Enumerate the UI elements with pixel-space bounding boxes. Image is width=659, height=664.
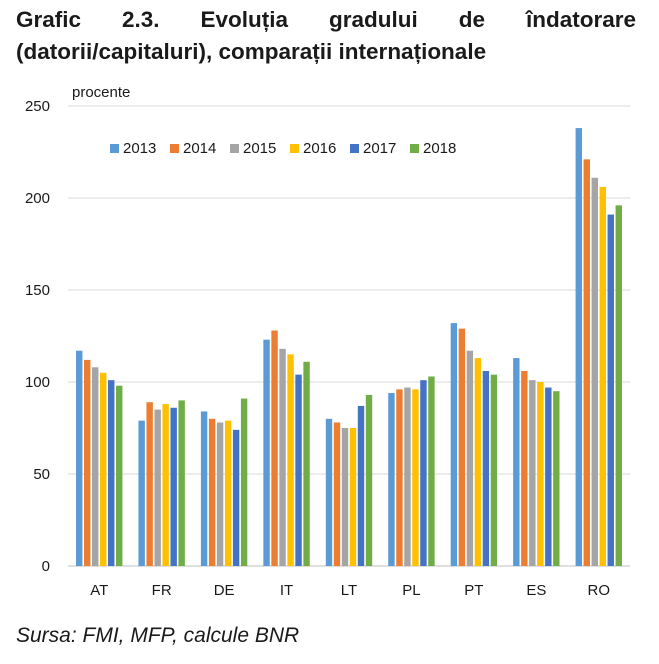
legend-label: 2015 <box>243 140 276 157</box>
chart-title: Grafic 2.3. Evoluția gradului de îndator… <box>16 7 636 64</box>
bar-fr-2017 <box>170 407 177 566</box>
bar-it-2014 <box>271 330 278 566</box>
x-tick-label: PT <box>464 582 483 599</box>
bar-es-2018 <box>553 391 560 566</box>
bar-pt-2015 <box>466 350 474 566</box>
legend-label: 2014 <box>183 140 216 157</box>
x-tick-label: RO <box>588 582 611 599</box>
bar-pt-2016 <box>474 358 482 566</box>
y-tick-label: 100 <box>25 374 50 391</box>
bar-pl-2017 <box>420 380 427 566</box>
y-tick-label: 0 <box>42 558 50 575</box>
bar-lt-2014 <box>333 422 341 566</box>
bars <box>76 128 622 567</box>
y-tick-label: 200 <box>25 190 50 207</box>
bar-lt-2016 <box>349 428 357 566</box>
legend-label: 2013 <box>123 140 156 157</box>
legend-swatch <box>110 144 119 153</box>
legend-swatch <box>290 144 299 153</box>
source-note: Sursa: FMI, MFP, calcule BNR <box>16 624 300 647</box>
bar-lt-2013 <box>325 418 333 566</box>
legend: 2013 2014 2015 2016 2017 2018 <box>110 140 456 157</box>
y-tick-label: 50 <box>33 466 50 483</box>
bar-es-2014 <box>521 370 528 566</box>
bar-pl-2015 <box>404 387 411 566</box>
bar-pl-2016 <box>412 389 419 566</box>
bar-fr-2015 <box>154 409 161 566</box>
legend-swatch <box>410 144 419 153</box>
bar-lt-2015 <box>341 428 349 566</box>
bar-fr-2016 <box>162 404 169 566</box>
bar-ro-2018 <box>615 205 622 567</box>
x-tick-label: ES <box>526 582 546 599</box>
bar-es-2016 <box>537 382 544 566</box>
legend-swatch <box>170 144 179 153</box>
bar-fr-2014 <box>146 402 153 566</box>
y-axis-ticks: 0 50 100 150 200 250 <box>25 98 50 575</box>
bar-lt-2018 <box>365 394 373 566</box>
bar-ro-2016 <box>599 186 606 566</box>
bar-fr-2013 <box>138 420 145 566</box>
bar-es-2015 <box>529 380 536 566</box>
x-tick-label: FR <box>152 582 172 599</box>
x-tick-label: LT <box>341 582 357 599</box>
bar-it-2018 <box>303 361 310 566</box>
bar-es-2013 <box>513 358 520 566</box>
legend-label: 2018 <box>423 140 456 157</box>
bar-de-2017 <box>232 429 240 566</box>
bar-es-2017 <box>545 387 552 566</box>
bar-at-2015 <box>92 367 99 566</box>
chart-container: 0 50 100 150 200 250 AT FR DE IT LT PL PT ES RO 2013 2… <box>0 70 659 615</box>
bar-ro-2017 <box>607 214 614 566</box>
x-tick-label: DE <box>214 582 235 599</box>
bar-fr-2018 <box>178 400 185 566</box>
bar-at-2017 <box>108 380 115 566</box>
legend-swatch <box>230 144 239 153</box>
bar-at-2014 <box>84 359 91 566</box>
x-tick-label: IT <box>280 582 293 599</box>
x-tick-label: AT <box>90 582 108 599</box>
x-tick-label: PL <box>402 582 420 599</box>
bar-pl-2013 <box>388 393 395 566</box>
bar-it-2013 <box>263 339 270 566</box>
bar-pl-2014 <box>396 389 403 566</box>
bar-it-2015 <box>279 348 286 566</box>
bar-it-2016 <box>287 354 294 566</box>
bar-at-2013 <box>76 350 83 566</box>
bar-de-2015 <box>216 422 224 566</box>
bar-de-2013 <box>200 411 208 566</box>
bar-it-2017 <box>295 374 302 566</box>
legend-label: 2017 <box>363 140 396 157</box>
bar-ro-2014 <box>583 159 590 567</box>
legend-label: 2016 <box>303 140 336 157</box>
bar-de-2018 <box>240 398 248 566</box>
bar-de-2014 <box>208 418 216 566</box>
bar-lt-2017 <box>357 405 365 566</box>
y-axis-label: procente <box>72 84 130 101</box>
bar-pt-2017 <box>482 370 490 566</box>
legend-swatch <box>350 144 359 153</box>
y-tick-label: 150 <box>25 282 50 299</box>
bar-ro-2013 <box>575 128 582 566</box>
bar-de-2016 <box>224 420 232 566</box>
x-axis-ticks: AT FR DE IT LT PL PT ES RO <box>90 582 610 599</box>
gridlines <box>68 105 630 567</box>
bar-ro-2015 <box>591 177 598 566</box>
y-tick-label: 250 <box>25 98 50 115</box>
bar-at-2016 <box>100 372 107 566</box>
bar-pt-2018 <box>490 374 498 566</box>
bar-pt-2014 <box>458 328 466 566</box>
bar-pt-2013 <box>450 323 458 566</box>
bar-at-2018 <box>116 385 123 566</box>
bar-pl-2018 <box>428 376 435 566</box>
